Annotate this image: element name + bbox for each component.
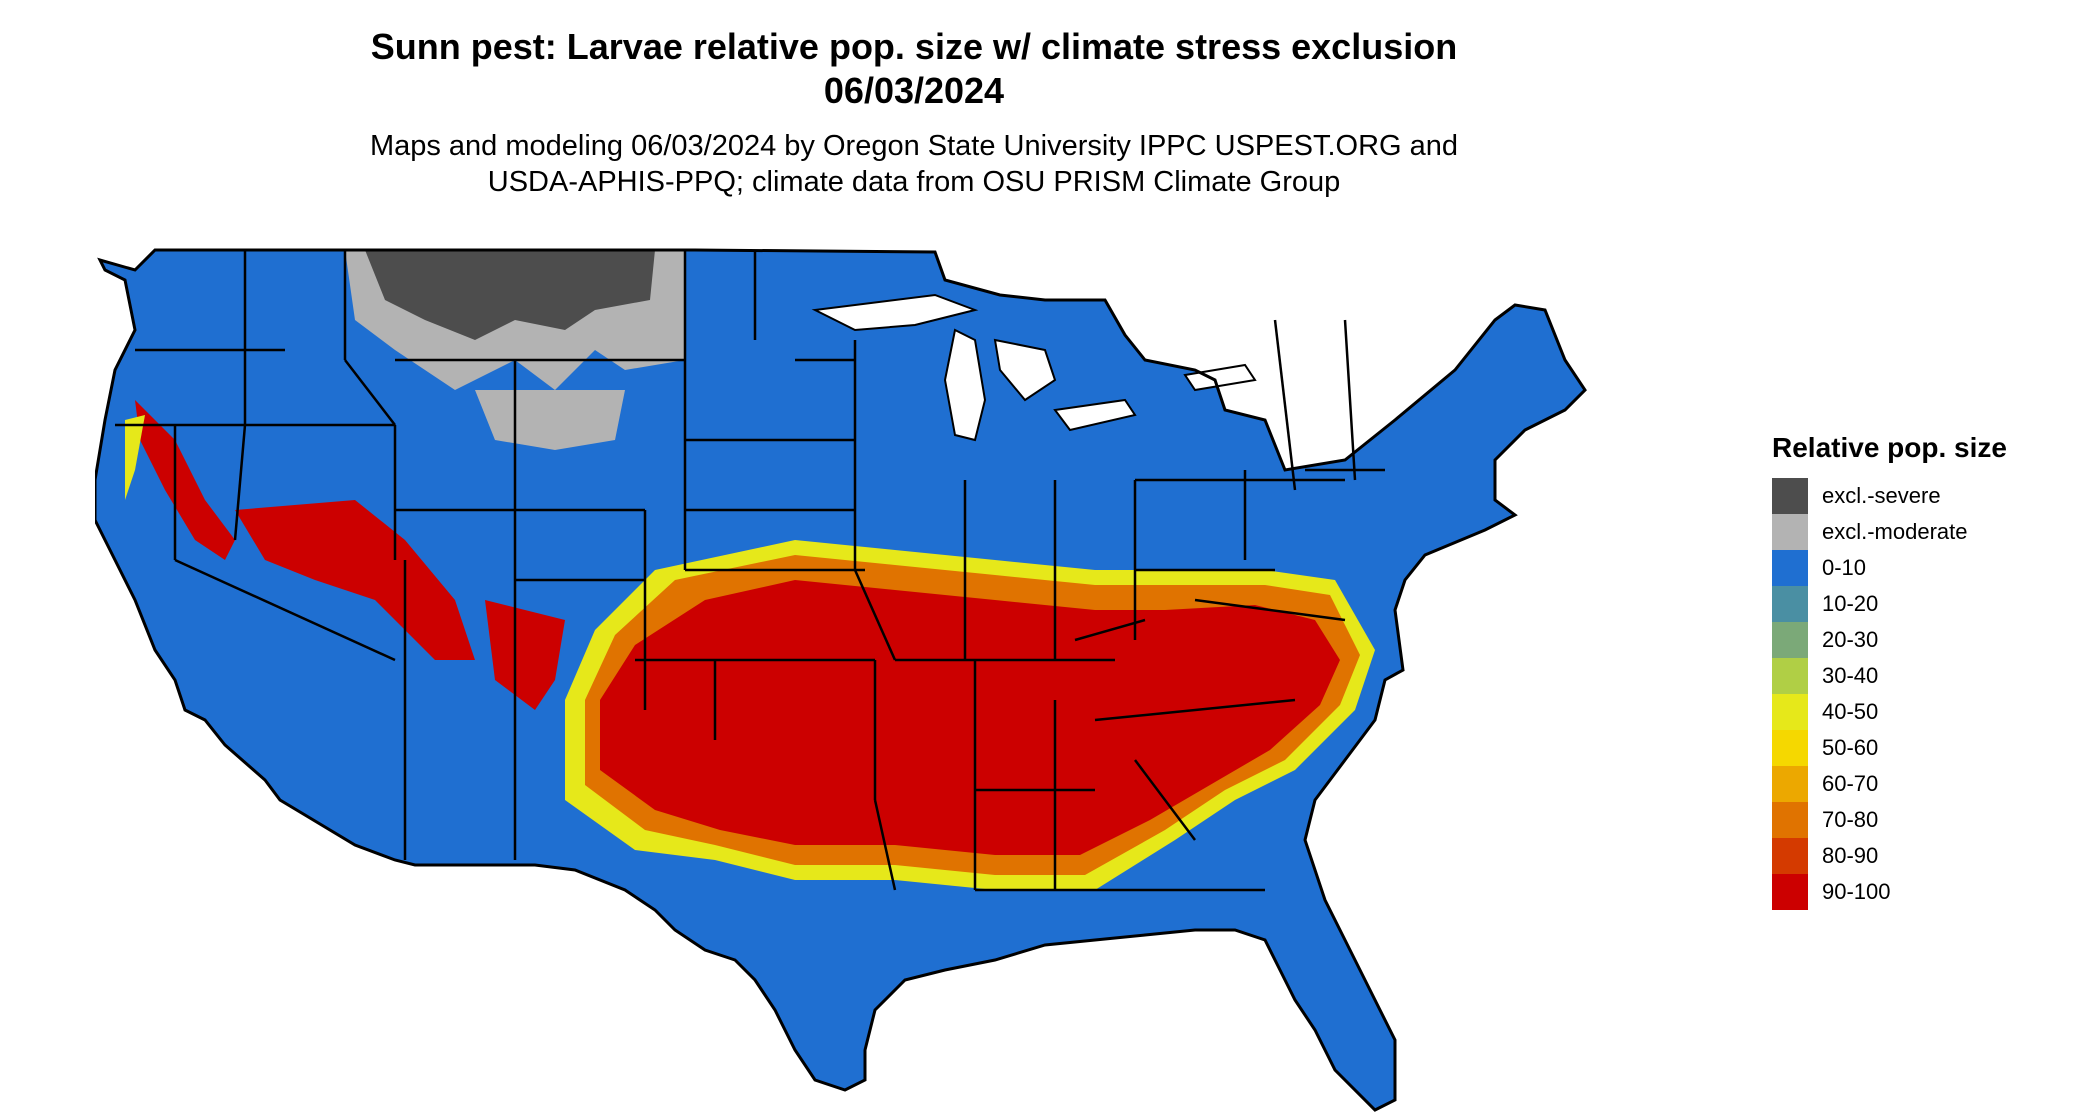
lake: [811, 293, 979, 332]
legend-label: 80-90: [1822, 843, 1879, 868]
legend-swatch: [1772, 622, 1808, 658]
legend-label: 30-40: [1822, 663, 1879, 688]
lake: [1053, 398, 1137, 432]
legend: Relative pop. size excl.-severe excl.-mod…: [1772, 432, 2007, 910]
legend-label: excl.-severe: [1822, 483, 1941, 508]
legend-label: 20-30: [1822, 627, 1879, 652]
lake: [943, 328, 987, 442]
risk-zone-90-100: [235, 500, 475, 660]
map-credit-line-1: Maps and modeling 06/03/2024 by Oregon S…: [369, 130, 1459, 162]
map-credit-line-2: USDA-APHIS-PPQ; climate data from OSU PR…: [487, 166, 1341, 198]
map-title: Sunn pest: Larvae relative pop. size w/ …: [370, 26, 1458, 67]
legend-swatch: [1772, 730, 1808, 766]
legend-label: 50-60: [1822, 735, 1879, 760]
risk-zone-90-100: [485, 600, 565, 710]
legend-swatch: [1772, 586, 1808, 622]
legend-item: 10-20: [1772, 586, 2007, 622]
state-boundary: [1074, 618, 1146, 642]
legend-item: 30-40: [1772, 658, 2007, 694]
state-boundary: [1134, 759, 1196, 841]
state-boundary: [1194, 598, 1346, 622]
legend-item: 60-70: [1772, 766, 2007, 802]
legend-swatch: [1772, 478, 1808, 514]
legend-swatch: [1772, 838, 1808, 874]
state-boundary: [853, 569, 897, 661]
legend-swatch: [1772, 802, 1808, 838]
legend-label: 90-100: [1822, 879, 1891, 904]
risk-zone-40-50: [125, 415, 145, 500]
legend-label: excl.-moderate: [1822, 519, 1968, 544]
exclusion-severe-area: [365, 250, 655, 340]
map-date: 06/03/2024: [823, 70, 1005, 111]
legend-swatch: [1772, 514, 1808, 550]
us-risk-map: [95, 248, 1587, 1112]
legend-item: 20-30: [1772, 622, 2007, 658]
lake: [1183, 363, 1257, 392]
state-boundary: [1094, 698, 1296, 722]
exclusion-moderate-area: [475, 390, 625, 450]
legend-title: Relative pop. size: [1772, 432, 2007, 463]
risk-zone-90-100: [135, 400, 235, 560]
legend-swatch: [1772, 658, 1808, 694]
state-boundary: [1273, 319, 1297, 491]
legend-item: 0-10: [1772, 550, 2007, 586]
legend-item: excl.-severe: [1772, 478, 2007, 514]
legend-label: 70-80: [1822, 807, 1879, 832]
legend-label: 40-50: [1822, 699, 1879, 724]
state-boundary: [174, 558, 396, 662]
legend-item: 70-80: [1772, 802, 2007, 838]
legend-label: 0-10: [1822, 555, 1867, 580]
legend-item: 50-60: [1772, 730, 2007, 766]
state-boundary: [233, 424, 247, 541]
legend-swatch: [1772, 766, 1808, 802]
legend-swatch: [1772, 550, 1808, 586]
state-boundary: [873, 799, 897, 891]
legend-item: excl.-moderate: [1772, 514, 2007, 550]
lake: [993, 338, 1057, 402]
legend-item: 80-90: [1772, 838, 2007, 874]
legend-item: 40-50: [1772, 694, 2007, 730]
legend-swatch: [1772, 874, 1808, 910]
legend-label: 60-70: [1822, 771, 1879, 796]
legend-label: 10-20: [1822, 591, 1879, 616]
legend-swatch: [1772, 694, 1808, 730]
legend-item: 90-100: [1772, 874, 2007, 910]
state-boundary: [344, 359, 396, 426]
